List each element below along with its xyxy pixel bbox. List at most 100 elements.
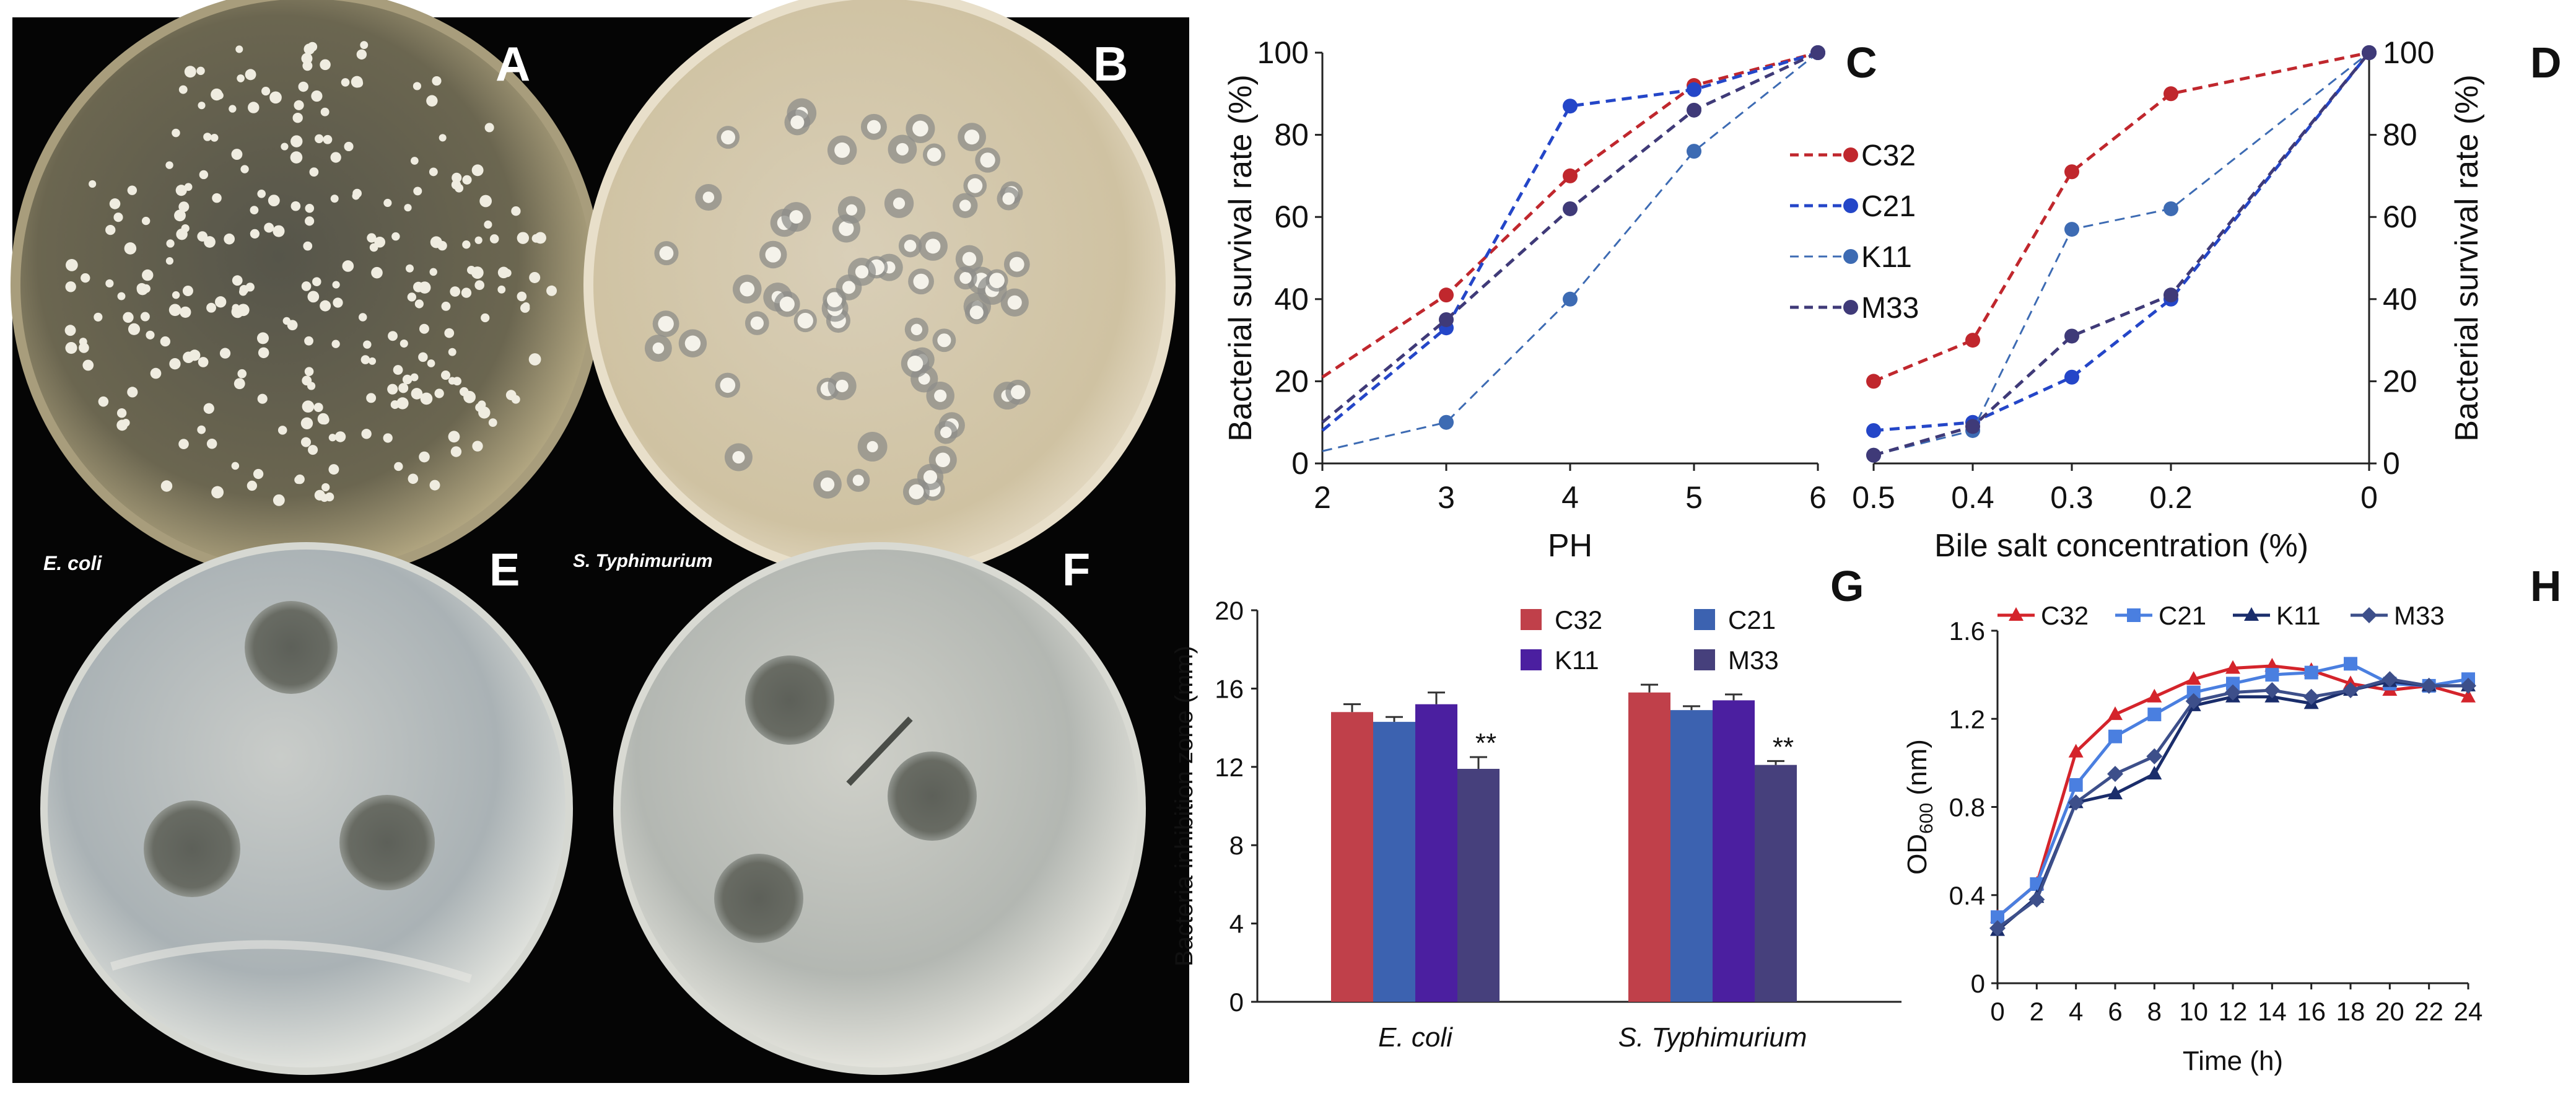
colony xyxy=(321,483,330,492)
data-point-m33 xyxy=(2382,671,2398,688)
colony xyxy=(81,273,90,283)
data-point-m33 xyxy=(1866,447,1881,463)
colony xyxy=(315,134,324,144)
colony xyxy=(797,312,813,329)
colony xyxy=(367,233,377,243)
colony xyxy=(212,193,222,203)
colony xyxy=(300,417,313,429)
colony xyxy=(732,450,745,464)
legend-label-c32: C32 xyxy=(1861,139,1916,172)
colony xyxy=(529,271,541,283)
x-tick-label: 0.2 xyxy=(2149,480,2193,515)
colony xyxy=(258,347,269,359)
colony xyxy=(363,340,372,349)
data-point-k11 xyxy=(1687,144,1701,159)
colony xyxy=(441,301,451,311)
legend-swatch-c21 xyxy=(1694,609,1715,630)
inhibition-zone xyxy=(745,655,834,745)
colony xyxy=(341,78,350,87)
colony xyxy=(325,492,334,502)
legend-label-m33: M33 xyxy=(1728,646,1779,675)
colony xyxy=(294,475,303,484)
colony xyxy=(234,378,245,390)
colony xyxy=(277,426,287,435)
y-tick-label: 60 xyxy=(2383,199,2417,234)
data-point-m33 xyxy=(1439,312,1454,327)
colony xyxy=(65,281,76,292)
colony xyxy=(1009,256,1024,272)
colony xyxy=(419,323,429,334)
colony xyxy=(237,74,245,82)
data-point-c32 xyxy=(2064,164,2079,180)
colony xyxy=(450,446,462,457)
colony xyxy=(302,400,315,413)
colony xyxy=(308,445,318,455)
data-point-c32 xyxy=(2225,660,2240,674)
colony xyxy=(231,149,243,160)
colony xyxy=(405,264,414,273)
legend-label-k11: K11 xyxy=(2276,601,2321,630)
x-tick-label: 3 xyxy=(1438,480,1455,515)
colony xyxy=(439,134,447,142)
plate-e-agar xyxy=(48,550,565,1067)
colony xyxy=(290,201,301,211)
legend-cd: C32 C21 K11 M33 xyxy=(1790,139,1919,325)
colony xyxy=(478,406,491,419)
colony xyxy=(913,273,929,289)
y-tick-label: 60 xyxy=(1274,199,1309,234)
data-point-c21 xyxy=(2265,668,2279,682)
colony xyxy=(522,302,530,310)
colony xyxy=(448,348,456,356)
series-line-c32 xyxy=(1996,664,2469,919)
colony xyxy=(827,292,842,307)
colony xyxy=(304,367,314,376)
colony xyxy=(867,441,878,453)
colony xyxy=(174,209,186,222)
colony xyxy=(925,239,941,254)
x-tick-label: 16 xyxy=(2297,997,2326,1026)
colony xyxy=(923,470,938,484)
colony xyxy=(394,462,403,471)
plate-f-letter: F xyxy=(1062,544,1090,595)
colony xyxy=(332,281,340,289)
y-tick-label: 20 xyxy=(1274,364,1309,398)
colony xyxy=(127,387,138,398)
colony xyxy=(893,197,906,209)
colony xyxy=(281,142,289,151)
colony xyxy=(702,191,715,203)
colony xyxy=(240,165,249,173)
colony xyxy=(429,480,440,491)
data-point-m33 xyxy=(1563,201,1578,216)
data-point-c21 xyxy=(1563,99,1578,114)
x-tick-label: 2 xyxy=(1314,480,1331,515)
y-tick-label: 0.8 xyxy=(1949,793,1985,822)
x-tick-label: 0 xyxy=(2360,480,2378,515)
legend-label-c32: C32 xyxy=(1555,605,1602,634)
colony xyxy=(407,292,417,302)
colony xyxy=(211,88,223,101)
colony xyxy=(109,198,121,209)
colony xyxy=(290,135,303,147)
x-tick-label: 4 xyxy=(1561,480,1579,515)
legend-marker-m33 xyxy=(2361,607,2377,623)
legend-label-k11: K11 xyxy=(1555,646,1599,675)
data-point-m33 xyxy=(2185,693,2202,709)
colony xyxy=(959,271,972,284)
bar-c21 xyxy=(1670,710,1713,1002)
colony xyxy=(124,242,137,255)
colony xyxy=(910,323,923,336)
colony xyxy=(440,370,451,380)
colony xyxy=(414,299,424,309)
panel-d-letter: D xyxy=(2530,38,2562,87)
panel-g-letter: G xyxy=(1830,562,1864,610)
data-point-c21 xyxy=(2069,778,2083,792)
colony xyxy=(211,486,224,499)
data-point-k11 xyxy=(2163,201,2178,216)
colony xyxy=(160,480,173,492)
colony xyxy=(294,100,304,110)
data-point-m33 xyxy=(1989,920,2006,937)
colony xyxy=(64,325,76,336)
bar-c21 xyxy=(1373,722,1415,1002)
colony xyxy=(89,180,97,188)
colony xyxy=(250,229,260,239)
